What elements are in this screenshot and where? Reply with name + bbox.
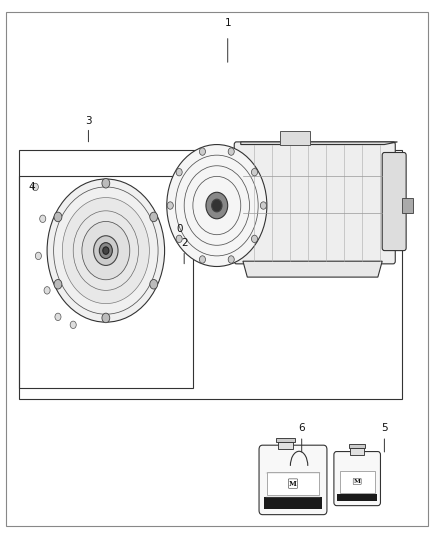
Bar: [340, 471, 374, 493]
Bar: [349, 444, 365, 448]
Circle shape: [102, 313, 110, 322]
Circle shape: [55, 313, 61, 320]
Circle shape: [199, 148, 205, 155]
Circle shape: [103, 247, 109, 254]
Polygon shape: [241, 142, 397, 144]
Text: 6: 6: [298, 423, 305, 433]
Text: M: M: [353, 479, 360, 484]
Circle shape: [206, 192, 228, 219]
Circle shape: [176, 168, 182, 176]
FancyBboxPatch shape: [234, 142, 395, 264]
Bar: [19, 150, 402, 399]
Circle shape: [167, 202, 173, 209]
Text: 5: 5: [381, 423, 388, 433]
Circle shape: [251, 235, 258, 243]
Bar: [278, 442, 293, 449]
Circle shape: [176, 235, 182, 243]
Circle shape: [44, 287, 50, 294]
Circle shape: [54, 212, 62, 222]
Bar: [402, 198, 413, 214]
Circle shape: [35, 252, 42, 260]
Circle shape: [70, 321, 76, 328]
Text: 4: 4: [28, 182, 35, 192]
Circle shape: [150, 212, 158, 222]
Bar: [267, 472, 318, 495]
Bar: [276, 438, 295, 442]
Circle shape: [47, 179, 165, 322]
FancyBboxPatch shape: [334, 451, 381, 506]
Circle shape: [228, 148, 234, 155]
Bar: [280, 131, 311, 144]
Bar: [350, 448, 364, 455]
Bar: [337, 494, 377, 502]
Text: 1: 1: [224, 18, 231, 28]
Circle shape: [228, 256, 234, 263]
Circle shape: [82, 221, 130, 280]
Text: M: M: [289, 480, 297, 488]
Bar: [19, 176, 193, 389]
Circle shape: [199, 256, 205, 263]
Circle shape: [54, 279, 62, 289]
Circle shape: [167, 144, 267, 266]
FancyBboxPatch shape: [259, 445, 327, 515]
Circle shape: [212, 199, 222, 212]
FancyBboxPatch shape: [382, 152, 406, 251]
Circle shape: [94, 236, 118, 265]
Circle shape: [40, 215, 46, 222]
Text: 2: 2: [181, 238, 187, 248]
Circle shape: [251, 168, 258, 176]
Circle shape: [32, 183, 39, 191]
Circle shape: [62, 198, 149, 304]
Text: 3: 3: [85, 116, 92, 126]
Text: 0: 0: [177, 224, 183, 235]
Circle shape: [99, 243, 113, 259]
Circle shape: [260, 202, 266, 209]
Bar: [264, 497, 322, 509]
Polygon shape: [243, 261, 382, 277]
Circle shape: [150, 279, 158, 289]
Circle shape: [102, 179, 110, 188]
